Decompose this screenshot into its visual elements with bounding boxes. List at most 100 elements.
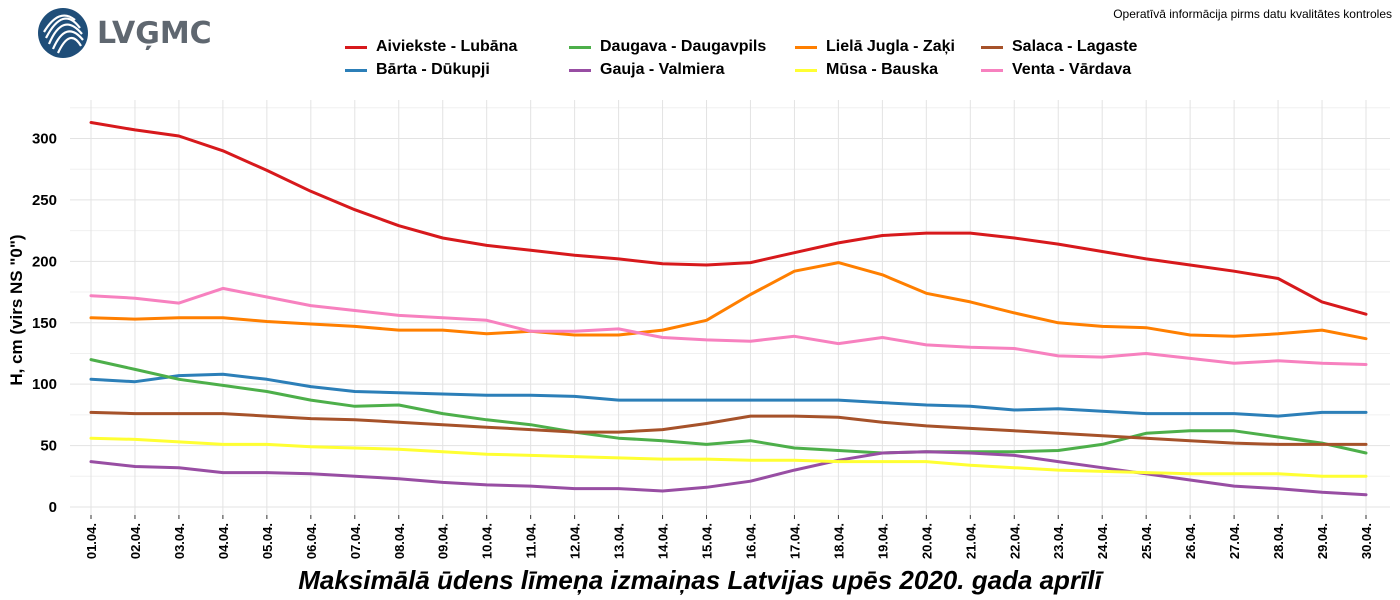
data-point: [133, 368, 137, 371]
x-tick-label: 30.04.: [1359, 523, 1374, 559]
x-tick-label: 20.04.: [919, 523, 934, 559]
data-point: [133, 317, 137, 321]
series-line-Mūsa - Bauska: [89, 436, 1368, 478]
chart-title: Maksimālā ūdens līmeņa izmaiņas Latvijas…: [298, 565, 1102, 595]
data-point: [1232, 362, 1236, 365]
data-point: [617, 257, 620, 261]
data-point: [485, 418, 488, 421]
data-point: [353, 446, 356, 450]
data-point: [353, 390, 356, 393]
data-point: [1364, 493, 1368, 496]
data-point: [485, 483, 488, 487]
x-tick-label: 21.04.: [963, 523, 978, 559]
data-point: [1101, 443, 1104, 446]
data-point: [221, 471, 225, 474]
data-point: [1232, 269, 1236, 273]
globe-logo-icon: [38, 8, 88, 58]
data-point: [177, 134, 181, 138]
data-point: [1013, 347, 1016, 350]
data-point: [617, 437, 620, 440]
x-tick-label: 08.04.: [392, 523, 407, 559]
data-point: [1057, 449, 1060, 452]
data-point: [1232, 412, 1236, 415]
data-point: [1144, 432, 1148, 435]
data-point: [485, 319, 488, 322]
data-point: [925, 450, 928, 453]
data-point: [89, 437, 93, 440]
data-point: [881, 336, 884, 339]
data-point: [1364, 312, 1368, 316]
data-point: [1013, 408, 1016, 412]
data-point: [1101, 434, 1104, 437]
data-point: [309, 385, 313, 388]
data-point: [1101, 466, 1104, 469]
x-tick-label: 24.04.: [1095, 523, 1110, 559]
legend-label: Bārta - Dūkupji: [376, 61, 490, 78]
data-point: [793, 468, 796, 472]
y-tick-label: 250: [32, 192, 57, 209]
data-point: [837, 261, 840, 264]
data-point: [1144, 352, 1148, 355]
data-point: [1188, 357, 1192, 360]
data-point: [353, 405, 356, 408]
legend-item: Mūsa - Bauska: [795, 61, 938, 79]
x-tick-label: 05.04.: [260, 523, 275, 559]
data-point: [705, 486, 708, 489]
data-point: [1320, 300, 1324, 304]
data-point: [617, 327, 620, 331]
legend-swatch: [981, 45, 1003, 49]
data-point: [1232, 472, 1236, 476]
legend-swatch: [981, 68, 1003, 72]
data-point: [969, 451, 972, 455]
data-point: [309, 417, 313, 420]
x-tick-label: 28.04.: [1271, 523, 1286, 559]
legend-label: Gauja - Valmiera: [600, 61, 725, 78]
x-tick-label: 12.04.: [568, 523, 583, 559]
data-point: [309, 190, 313, 193]
data-point: [793, 459, 796, 462]
data-point: [1013, 450, 1016, 453]
series-line-Bārta - Dūkupji: [89, 372, 1368, 418]
data-point: [353, 418, 356, 421]
data-point: [705, 338, 708, 342]
x-tick-label: 04.04.: [216, 523, 231, 559]
data-point: [353, 325, 356, 328]
x-tick-label: 26.04.: [1183, 523, 1198, 559]
y-tick-label: 100: [32, 376, 57, 393]
data-point: [89, 460, 93, 463]
data-point: [705, 457, 708, 461]
data-point: [177, 412, 181, 415]
data-quality-notice: Operatīvā informācija pirms datu kvalitā…: [1113, 7, 1392, 21]
data-point: [133, 465, 137, 468]
legend-label: Daugava - Daugavpils: [600, 38, 767, 55]
x-tick-label: 19.04.: [875, 523, 890, 559]
legend-label: Venta - Vārdava: [1012, 61, 1132, 78]
data-point: [265, 295, 269, 299]
data-point: [441, 450, 444, 453]
data-point: [1144, 326, 1148, 329]
data-point: [1013, 466, 1016, 469]
x-tick-label: 16.04.: [743, 523, 758, 559]
data-point: [221, 412, 225, 415]
data-point: [529, 484, 532, 488]
x-tick-label: 07.04.: [348, 523, 363, 559]
data-point: [837, 416, 840, 419]
data-point: [1013, 311, 1016, 315]
y-tick-label: 300: [32, 131, 57, 148]
data-point: [573, 487, 576, 490]
data-point: [89, 358, 93, 361]
data-point: [573, 430, 576, 434]
data-point: [1364, 411, 1368, 414]
data-point: [573, 455, 576, 458]
legend-label: Lielā Jugla - Zaķi: [826, 38, 955, 55]
data-point: [529, 249, 532, 252]
data-point: [1057, 468, 1060, 472]
data-point: [177, 440, 181, 444]
data-point: [397, 224, 400, 227]
series-line-Gauja - Valmiera: [89, 450, 1368, 497]
legend-item: Salaca - Lagaste: [981, 38, 1137, 56]
data-point: [617, 487, 620, 490]
data-point: [1057, 242, 1060, 246]
data-point: [265, 414, 269, 418]
legend-item: Lielā Jugla - Zaķi: [795, 38, 955, 56]
